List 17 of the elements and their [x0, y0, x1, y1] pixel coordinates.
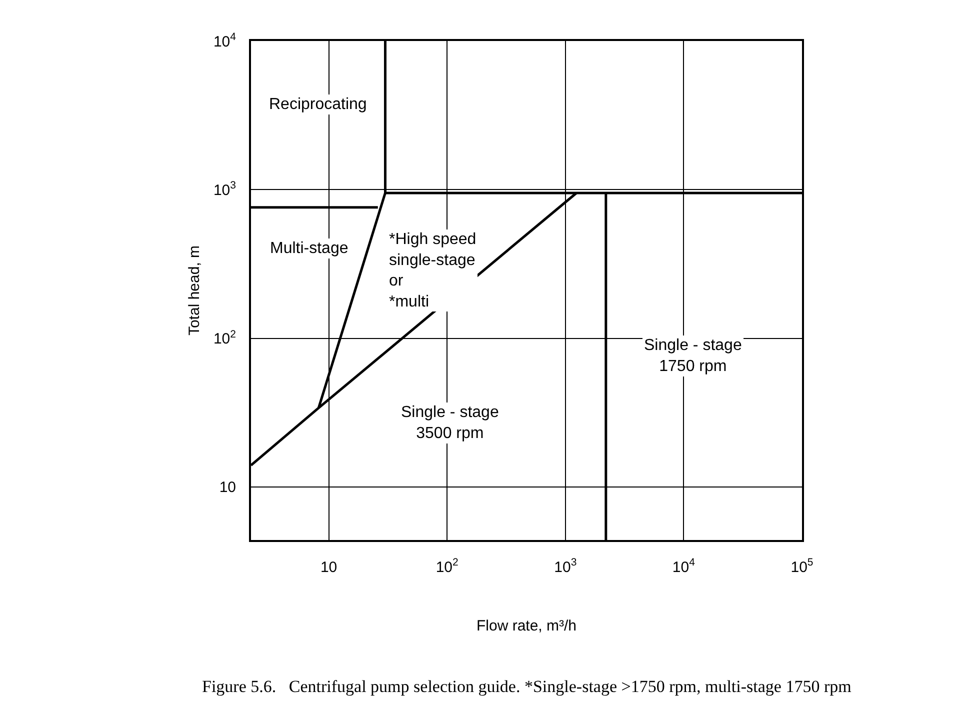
- x-tick-label: 10$^{3}$: [554, 556, 577, 576]
- y-tick-label: 10$^{3}$: [213, 180, 236, 199]
- annotation: Multi-stage: [270, 240, 348, 257]
- annotation: Reciprocating: [269, 96, 367, 113]
- y-tick-label: 10$^{4}$: [213, 30, 236, 50]
- annotation: *High speed single-stage or *multi: [389, 231, 476, 310]
- x-tick-label: 10$^{5}$: [790, 556, 814, 576]
- x-tick-label: 10$^{4}$: [672, 556, 696, 576]
- annotation: Single - stage 3500 rpm: [401, 404, 499, 442]
- y-axis-title: Total head, m: [186, 245, 204, 336]
- caption: Figure 5.6. Centrifugal pump selection guide. *Single-stage >1750 rpm, multi-stage 1750 rpm: [202, 677, 852, 696]
- y-tick-label: 10: [219, 479, 236, 496]
- x-axis-title: Flow rate, m³/h: [476, 618, 577, 634]
- x-tick-label: 10$^{2}$: [436, 556, 459, 576]
- x-tick-label: 10: [320, 559, 338, 576]
- annotation: Single - stage 1750 rpm: [644, 337, 742, 375]
- y-tick-label: 10$^{2}$: [213, 328, 236, 348]
